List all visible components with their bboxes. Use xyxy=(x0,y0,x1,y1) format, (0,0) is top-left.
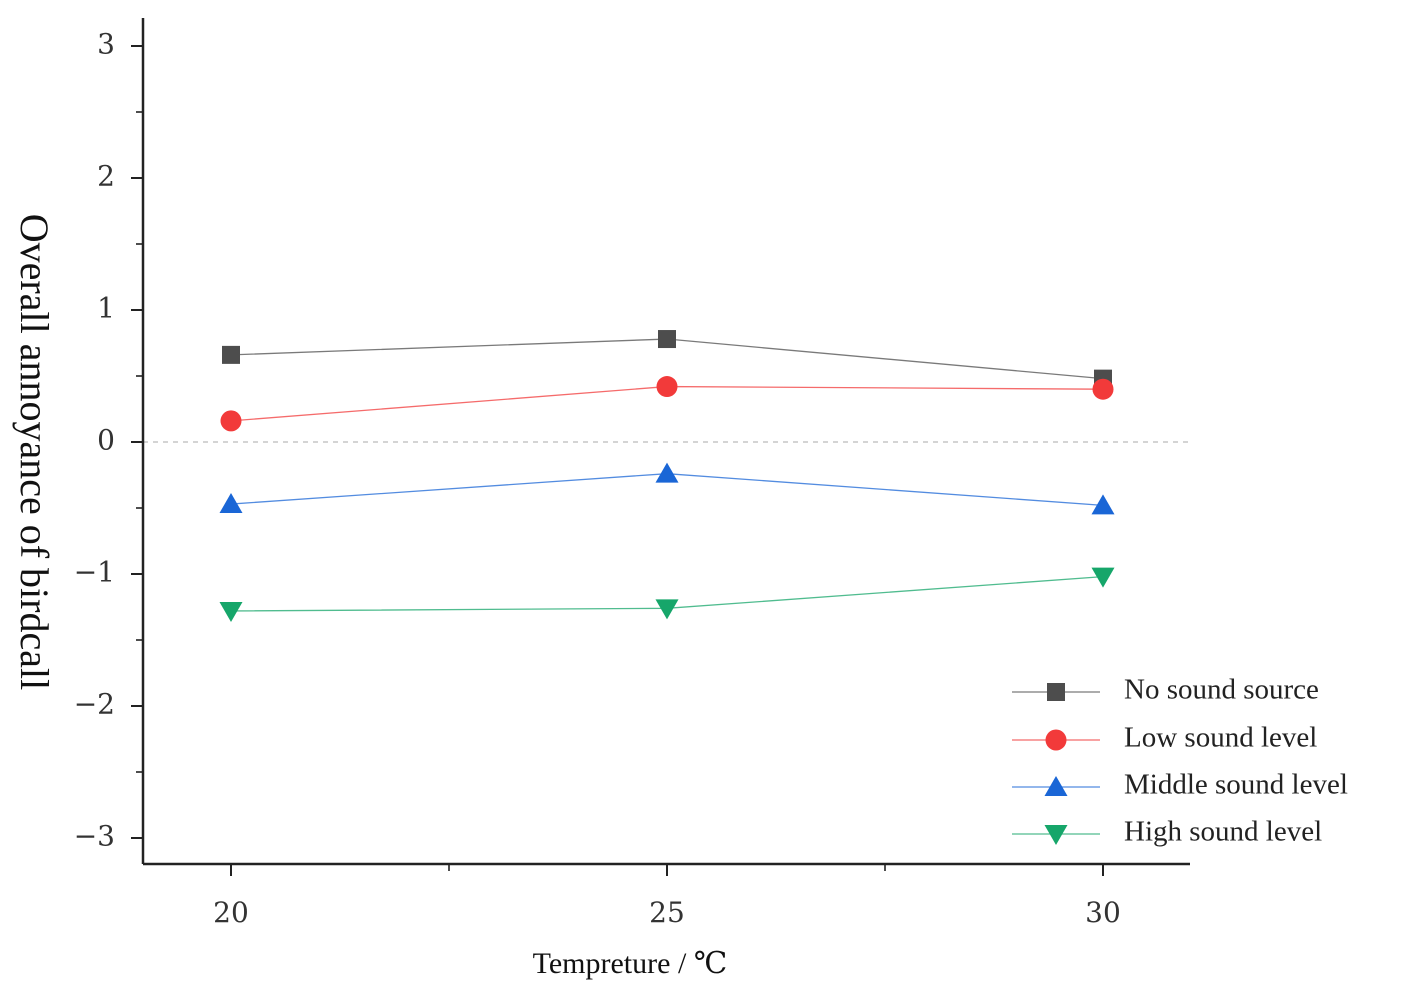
data-point xyxy=(1091,567,1115,588)
legend-marker xyxy=(1047,683,1065,701)
legend-marker xyxy=(1044,776,1068,796)
y-tick-label: −2 xyxy=(74,688,115,721)
series xyxy=(219,330,1115,622)
y-tick-label: 1 xyxy=(97,292,115,325)
x-axis-label: Tempreture / ℃ xyxy=(533,947,728,980)
data-point xyxy=(656,376,678,398)
data-point xyxy=(220,410,242,432)
data-point xyxy=(222,345,240,364)
y-tick-label: 2 xyxy=(97,160,115,193)
y-axis-label: Overall annoyance of birdcall xyxy=(12,214,57,690)
legend-marker xyxy=(1045,729,1067,751)
ticks: 3 2 1 0 −1 −2 −3 20 25 30 xyxy=(74,28,1121,930)
data-point xyxy=(658,330,676,349)
x-tick-label: 25 xyxy=(649,896,685,929)
y-tick-label: −1 xyxy=(74,556,115,589)
legend-marker xyxy=(1044,825,1068,845)
y-tick-label: 3 xyxy=(97,28,115,61)
legend-label: Low sound level xyxy=(1124,722,1317,754)
data-point xyxy=(219,601,243,622)
y-tick-label: −3 xyxy=(74,820,115,853)
x-tick-label: 20 xyxy=(213,896,249,929)
data-point xyxy=(655,462,679,483)
data-point xyxy=(1091,494,1115,515)
data-point xyxy=(219,493,243,514)
legend-label: No sound source xyxy=(1124,674,1319,706)
data-point xyxy=(655,599,679,620)
data-point xyxy=(1092,378,1114,400)
y-tick-label: 0 xyxy=(97,424,115,457)
legend-label: Middle sound level xyxy=(1124,769,1348,801)
x-tick-label: 30 xyxy=(1085,896,1121,929)
axes xyxy=(141,18,1190,866)
legend-label: High sound level xyxy=(1124,816,1322,848)
legend: No sound source Low sound level Middle sou… xyxy=(1012,674,1348,848)
